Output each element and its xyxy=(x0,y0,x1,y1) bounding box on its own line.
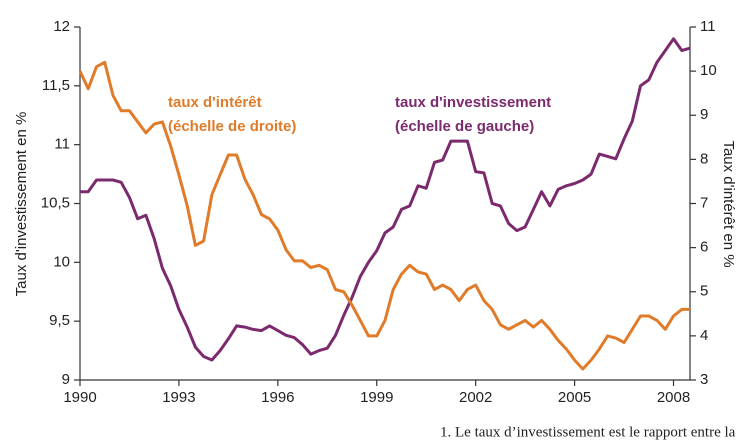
y-tick-label: 11 xyxy=(54,136,70,153)
x-tick-label: 1999 xyxy=(360,389,393,406)
y-tick-label: 12 xyxy=(53,18,70,35)
y2-axis-label: Taux d'intérêt en % xyxy=(720,140,737,267)
y-tick-label: 10 xyxy=(53,253,70,270)
y-tick-label: 10,5 xyxy=(41,194,70,211)
x-tick-label: 1996 xyxy=(261,389,294,406)
y2-tick-label: 5 xyxy=(700,283,708,300)
annotation: taux d'investissement xyxy=(395,94,551,111)
x-tick-label: 2005 xyxy=(558,389,591,406)
y2-tick-label: 11 xyxy=(700,18,716,35)
y2-tick-label: 7 xyxy=(700,194,708,211)
y-tick-label: 11,5 xyxy=(42,77,70,94)
y-axis-label: Taux d'investissement en % xyxy=(13,112,30,297)
footnote: 1. Le taux d’investissement est le rappo… xyxy=(440,424,736,440)
y2-tick-label: 9 xyxy=(700,106,708,123)
annotation: (échelle de droite) xyxy=(168,118,296,135)
y-tick-label: 9,5 xyxy=(49,312,70,329)
x-tick-label: 2002 xyxy=(459,389,492,406)
x-tick-label: 2008 xyxy=(657,389,690,406)
y2-tick-label: 8 xyxy=(700,150,708,167)
y2-tick-label: 4 xyxy=(700,327,708,344)
y2-tick-label: 3 xyxy=(700,371,708,388)
annotation: (échelle de gauche) xyxy=(395,118,534,135)
y2-tick-label: 6 xyxy=(700,239,708,256)
y2-tick-label: 10 xyxy=(700,62,717,79)
x-tick-label: 1990 xyxy=(63,389,96,406)
y-tick-label: 9 xyxy=(62,371,70,388)
x-tick-label: 1993 xyxy=(162,389,195,406)
series-line xyxy=(78,60,690,371)
series-line xyxy=(80,37,691,362)
annotation: taux d'intérêt xyxy=(168,94,262,111)
